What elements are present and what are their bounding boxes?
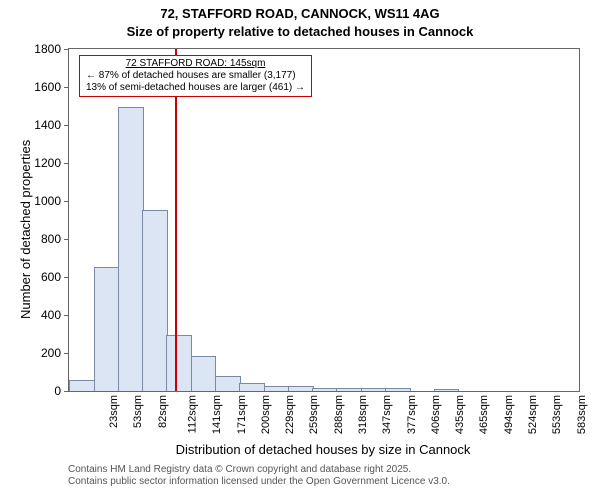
xtick-label: 82sqm [157,395,169,428]
histogram-bar [434,389,460,391]
xtick-label: 435sqm [454,395,466,434]
ytick-mark [64,87,69,88]
ytick-mark [64,125,69,126]
ytick-mark [64,277,69,278]
xtick-label: 583sqm [576,395,588,434]
histogram-bar [69,380,95,391]
ytick-mark [64,315,69,316]
xtick-label: 524sqm [527,395,539,434]
ytick-mark [64,163,69,164]
histogram-bar [288,386,314,391]
annotation-line: ← 87% of detached houses are smaller (3,… [86,70,305,82]
histogram-bar [142,210,168,392]
property-marker-line [175,49,177,391]
xtick-label: 377sqm [406,395,418,434]
ytick-label: 600 [41,270,61,284]
ytick-mark [64,239,69,240]
xtick-label: 53sqm [132,395,144,428]
histogram-bar [385,388,411,391]
histogram-bar [239,383,265,391]
xtick-label: 288sqm [333,395,345,434]
xtick-label: 259sqm [309,395,321,434]
xtick-label: 23sqm [108,395,120,428]
xtick-label: 494sqm [503,395,515,434]
ytick-mark [64,391,69,392]
ytick-label: 1000 [34,194,61,208]
annotation-line: 13% of semi-detached houses are larger (… [86,82,305,94]
chart-title-sub: Size of property relative to detached ho… [0,24,600,39]
histogram-bar [191,356,217,391]
ytick-label: 0 [54,384,61,398]
ytick-mark [64,201,69,202]
ytick-label: 800 [41,232,61,246]
histogram-bar [94,267,120,392]
histogram-bar [361,388,387,391]
xtick-label: 229sqm [284,395,296,434]
histogram-bar [215,376,241,391]
x-axis-label: Distribution of detached houses by size … [68,442,578,457]
y-axis-label: Number of detached properties [18,140,33,319]
ytick-label: 200 [41,346,61,360]
ytick-mark [64,49,69,50]
histogram-bar [336,388,362,391]
chart-title-main: 72, STAFFORD ROAD, CANNOCK, WS11 4AG [0,6,600,21]
xtick-label: 112sqm [186,395,198,433]
xtick-label: 553sqm [551,395,563,434]
histogram-bar [166,335,192,391]
attribution-text: Contains HM Land Registry data © Crown c… [68,464,450,488]
ytick-label: 1400 [34,118,61,132]
ytick-label: 400 [41,308,61,322]
ytick-mark [64,353,69,354]
xtick-label: 200sqm [260,395,272,434]
annotation-line: 72 STAFFORD ROAD: 145sqm [86,58,305,70]
attribution-line: Contains HM Land Registry data © Crown c… [68,464,450,476]
plot-area: 02004006008001000120014001600180023sqm53… [68,48,580,392]
xtick-label: 141sqm [211,395,223,434]
ytick-label: 1800 [34,42,61,56]
histogram-bar [312,388,338,391]
xtick-label: 406sqm [430,395,442,434]
histogram-bar [264,386,290,391]
xtick-label: 465sqm [479,395,491,434]
xtick-label: 171sqm [236,395,248,434]
xtick-label: 347sqm [381,395,393,434]
xtick-label: 318sqm [357,395,369,434]
annotation-callout: 72 STAFFORD ROAD: 145sqm← 87% of detache… [79,55,312,97]
histogram-bar [118,107,144,391]
ytick-label: 1200 [34,156,61,170]
ytick-label: 1600 [34,80,61,94]
attribution-line: Contains public sector information licen… [68,476,450,488]
